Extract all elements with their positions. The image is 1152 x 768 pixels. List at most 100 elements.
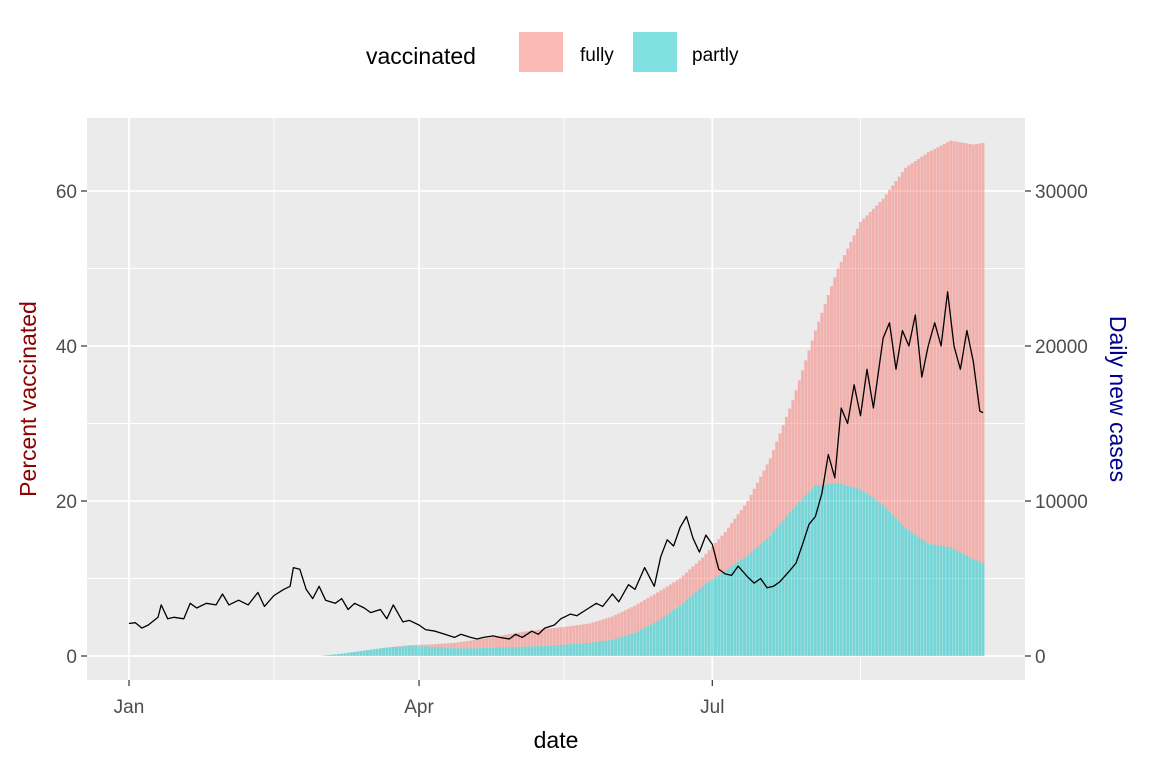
bar-fully [933,148,937,545]
bar-fully [971,144,975,560]
bar-fully [514,633,518,647]
bar-partly [614,638,618,656]
bar-partly [830,483,833,656]
bar-partly [575,643,579,656]
bar-partly [617,637,621,656]
bar-fully [633,605,637,633]
bar-partly [536,646,540,656]
bar-partly [755,546,759,656]
bar-partly [472,648,476,656]
bar-fully [446,643,450,648]
bar-partly [717,575,721,656]
bar-fully [610,616,614,640]
bar-fully [981,142,985,563]
bar-partly [946,546,950,656]
bar-partly [436,647,440,656]
bar-partly [491,647,495,656]
bar-partly [826,484,830,656]
bar-fully [936,147,940,546]
bar-partly [378,648,382,656]
bar-partly [556,645,560,656]
bar-fully [946,142,950,547]
bar-partly [952,549,956,656]
bar-partly [353,651,357,656]
bar-fully [691,566,695,595]
bar-partly [356,651,360,656]
bar-partly [697,589,701,656]
bar-partly [752,549,756,656]
bar-partly [804,495,808,656]
bar-fully [556,627,560,646]
bar-partly [511,647,514,656]
bar-fully [401,645,405,647]
y-right-tick-label: 10000 [1035,492,1088,513]
bar-fully [581,624,585,644]
bar-partly [968,557,972,656]
bar-partly [607,640,611,656]
bar-partly [678,605,682,656]
bar-partly [453,648,456,656]
bar-fully [598,620,601,642]
bar-partly [714,577,717,656]
bar-partly [594,641,598,656]
bar-partly [668,612,672,656]
bar-fully [965,143,969,556]
x-tick-label: Jul [700,697,724,718]
bar-partly [514,646,518,656]
bar-fully [791,400,795,509]
bar-partly [359,651,363,656]
bar-fully [520,631,524,647]
bar-fully [656,592,659,622]
bar-fully [794,390,798,506]
bar-partly [723,570,727,656]
legend-label-fully: fully [580,45,614,66]
bar-partly [475,648,479,656]
bar-fully [797,380,801,503]
bar-fully [523,631,527,647]
bar-fully [517,632,521,647]
bar-partly [569,644,572,656]
bar-fully [752,488,756,550]
bar-fully [411,645,415,647]
bar-partly [981,563,985,656]
bar-partly [543,645,547,656]
bar-fully [978,143,982,562]
bar-partly [810,488,814,656]
bar-fully [775,441,779,529]
bar-fully [759,476,763,545]
bar-partly [620,636,624,656]
bar-partly [581,643,585,656]
bar-fully [424,644,427,647]
bar-partly [498,647,502,656]
bar-partly [688,597,692,656]
bar-partly [459,648,463,656]
bar-partly [936,545,940,656]
bar-fully [623,610,627,636]
bar-partly [726,568,730,656]
bar-fully [559,627,563,645]
bar-fully [910,163,914,533]
bar-fully [646,598,650,627]
bar-fully [478,639,482,649]
bar-partly [897,521,901,656]
bar-fully [707,550,711,582]
bar-fully [694,563,698,592]
bar-fully [604,618,608,641]
bar-fully [443,643,447,648]
bar-partly [633,632,637,656]
bar-partly [739,559,743,656]
bar-partly [559,644,563,656]
bar-partly [395,646,398,656]
bar-partly [523,646,527,656]
bar-partly [417,646,421,656]
bar-fully [846,248,850,486]
y-right-tick-label: 20000 [1035,337,1088,358]
cases-line-layer [128,291,984,640]
bar-partly [743,557,746,656]
x-tick-label: Jan [114,697,145,718]
bar-partly [520,646,524,656]
bar-fully [404,645,408,647]
bar-partly [884,508,888,656]
bar-partly [823,484,827,656]
bar-partly [910,532,914,656]
